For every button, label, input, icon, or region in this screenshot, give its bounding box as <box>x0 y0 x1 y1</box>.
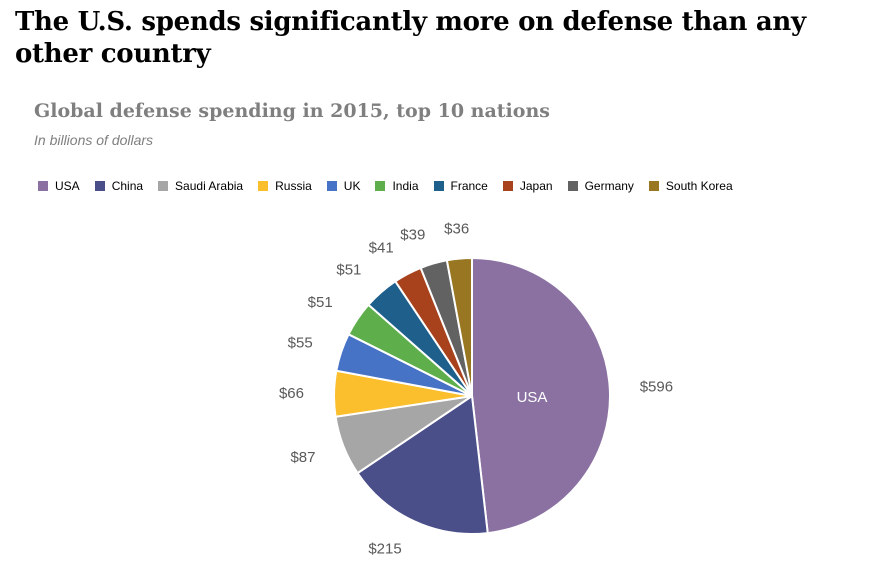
legend-label: Japan <box>519 179 553 193</box>
legend-label: UK <box>343 179 361 193</box>
value-label-south-korea: $36 <box>444 221 469 238</box>
legend-label: China <box>111 179 144 193</box>
value-label-russia: $66 <box>279 385 304 402</box>
legend-item-russia: Russia <box>258 179 312 193</box>
legend-swatch <box>94 181 105 191</box>
legend-swatch <box>433 181 444 191</box>
legend-swatch <box>158 181 169 191</box>
value-label-japan: $41 <box>369 239 394 256</box>
legend-swatch <box>326 181 337 191</box>
legend-item-france: France <box>433 179 488 193</box>
headline: The U.S. spends significantly more on de… <box>15 7 806 69</box>
legend-label: France <box>450 179 488 193</box>
value-label-india: $51 <box>308 294 333 311</box>
legend-label: Germany <box>584 179 634 193</box>
pie-slice-china <box>356 394 489 535</box>
legend-swatch <box>38 181 48 191</box>
legend-swatch <box>258 181 269 191</box>
legend-label: Saudi Arabia <box>175 179 244 193</box>
inner-slice-label: USA <box>517 389 548 406</box>
legend-label: India <box>392 179 419 193</box>
legend-label: USA <box>55 179 80 193</box>
value-label-germany: $39 <box>400 227 425 244</box>
value-label-france: $51 <box>336 262 361 279</box>
legend-item-india: India <box>375 179 419 193</box>
legend-label: South Korea <box>665 179 733 193</box>
pie-slice-south-korea <box>445 256 473 397</box>
legend-item-china: China <box>94 179 144 193</box>
legend-item-saudi-arabia: Saudi Arabia <box>158 179 243 193</box>
legend-item-uk: UK <box>326 179 361 193</box>
legend-item-usa: USA <box>38 179 80 193</box>
chart-title: Global defense spending in 2015, top 10 … <box>34 100 550 122</box>
value-label-uk: $55 <box>288 335 313 352</box>
legend-swatch <box>502 181 513 191</box>
chart-subtitle: In billions of dollars <box>34 132 154 148</box>
legend-swatch <box>375 181 386 191</box>
legend-item-japan: Japan <box>502 179 553 193</box>
legend: USA China Saudi Arabia Russia UK India F… <box>38 178 748 194</box>
pie-slice-usa <box>471 256 611 535</box>
legend-item-south-korea: South Korea <box>648 179 733 193</box>
legend-swatch <box>648 181 659 191</box>
value-label-china: $215 <box>368 541 401 558</box>
legend-swatch <box>567 181 578 191</box>
legend-item-germany: Germany <box>567 179 634 193</box>
value-label-usa: $596 <box>640 378 673 395</box>
legend-label: Russia <box>275 179 312 193</box>
value-label-saudi-arabia: $87 <box>290 449 315 466</box>
